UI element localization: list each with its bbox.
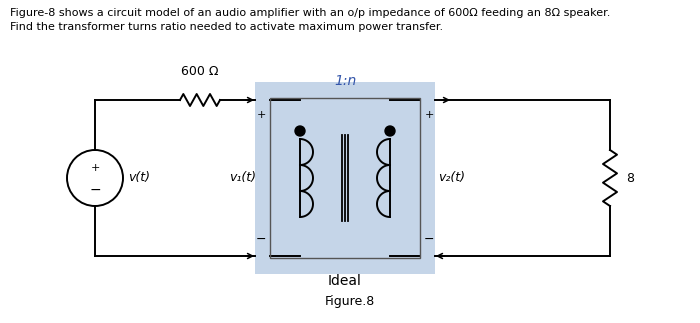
Text: +: +	[256, 110, 266, 120]
Text: v(t): v(t)	[128, 172, 150, 184]
Text: −: −	[424, 233, 434, 246]
Bar	[270, 98, 420, 258]
Text: v₁(t): v₁(t)	[230, 172, 256, 184]
Text: −: −	[89, 183, 101, 197]
Circle shape	[295, 126, 305, 136]
Text: Figure.8: Figure.8	[325, 295, 375, 308]
Circle shape	[385, 126, 395, 136]
Text: Figure-8 shows a circuit model of an audio amplifier with an o/p impedance of 60: Figure-8 shows a circuit model of an aud…	[10, 8, 610, 18]
Text: +: +	[90, 163, 99, 173]
Text: +: +	[424, 110, 434, 120]
Text: 8: 8	[626, 172, 634, 184]
Text: Ideal: Ideal	[328, 274, 362, 288]
Text: −: −	[256, 233, 266, 246]
Text: 600 Ω: 600 Ω	[181, 65, 218, 78]
Text: v₂(t): v₂(t)	[438, 172, 466, 184]
Text: Find the transformer turns ratio needed to activate maximum power transfer.: Find the transformer turns ratio needed …	[10, 22, 443, 32]
Text: 1:n: 1:n	[334, 74, 356, 88]
Bar	[255, 82, 435, 274]
